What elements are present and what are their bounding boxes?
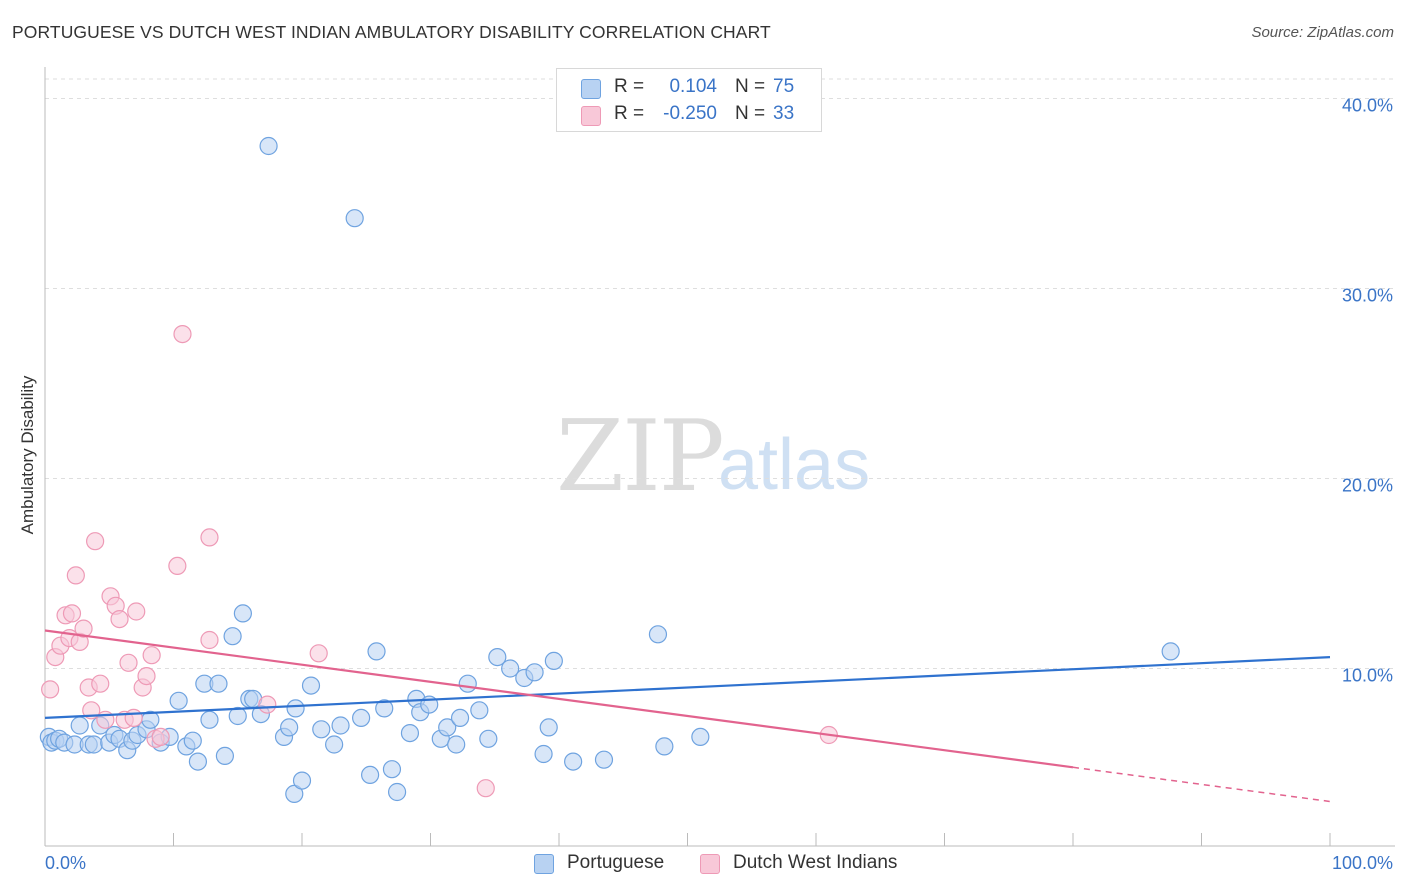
data-point-portuguese — [223, 627, 242, 646]
data-point-portuguese — [286, 699, 305, 718]
data-point-portuguese — [183, 731, 202, 750]
legend-r-value: -0.250 — [663, 103, 717, 124]
legend-swatch-portuguese — [581, 79, 601, 99]
data-point-dutch-west-indians — [41, 680, 60, 699]
data-point-dutch-west-indians — [258, 695, 277, 714]
legend-n-value: 33 — [773, 103, 795, 124]
data-point-portuguese — [292, 771, 312, 790]
data-point-dutch-west-indians — [476, 779, 495, 798]
data-point-portuguese — [594, 750, 614, 769]
data-point-dutch-west-indians — [62, 604, 82, 623]
data-point-portuguese — [564, 752, 583, 771]
data-point-portuguese — [387, 782, 407, 802]
data-point-dutch-west-indians — [200, 630, 219, 650]
data-point-portuguese — [215, 746, 234, 766]
data-point-portuguese — [259, 136, 278, 156]
data-point-portuguese — [648, 625, 668, 644]
bottom-legend-label-portuguese: Portuguese — [567, 852, 665, 873]
data-point-dutch-west-indians — [137, 666, 156, 686]
data-point-dutch-west-indians — [200, 528, 219, 547]
data-point-portuguese — [470, 701, 489, 720]
data-point-portuguese — [501, 659, 520, 678]
data-point-dutch-west-indians — [124, 708, 143, 728]
data-point-portuguese — [345, 209, 364, 228]
data-point-portuguese — [450, 708, 470, 728]
data-point-portuguese — [479, 729, 498, 748]
bottom-legend-label-dutch-west-indians: Dutch West Indians — [733, 852, 898, 873]
data-point-portuguese — [488, 647, 507, 667]
data-point-dutch-west-indians — [173, 325, 192, 344]
x-tick-label-min: 0.0% — [45, 853, 86, 873]
data-point-portuguese — [280, 718, 299, 737]
y-tick-label: 10.0% — [1342, 666, 1393, 686]
stats-legend: R = 0.104 N = 75 R = -0.250 N = 33 — [556, 68, 822, 132]
data-point-dutch-west-indians — [127, 602, 146, 621]
data-point-portuguese — [375, 699, 394, 718]
data-point-portuguese — [331, 716, 350, 735]
data-point-dutch-west-indians — [74, 619, 93, 638]
data-point-dutch-west-indians — [110, 609, 129, 629]
data-point-portuguese — [209, 674, 228, 693]
data-point-portuguese — [312, 720, 331, 739]
data-point-portuguese — [382, 760, 402, 779]
data-point-dutch-west-indians — [151, 727, 170, 747]
chart-source: Source: ZipAtlas.com — [1251, 24, 1394, 41]
data-point-portuguese — [458, 674, 477, 693]
data-point-dutch-west-indians — [91, 674, 110, 693]
x-tick-label-max: 100.0% — [1332, 853, 1393, 873]
data-point-dutch-west-indians — [119, 653, 138, 672]
data-point-portuguese — [228, 706, 247, 726]
data-point-portuguese — [691, 727, 710, 747]
data-point-dutch-west-indians — [309, 644, 328, 663]
data-point-portuguese — [400, 723, 420, 743]
legend-n-label: N = — [735, 76, 766, 97]
chart-title: PORTUGUESE VS DUTCH WEST INDIAN AMBULATO… — [12, 22, 771, 42]
y-tick-label: 40.0% — [1342, 96, 1393, 116]
data-point-dutch-west-indians — [142, 646, 161, 665]
trend-line-portuguese — [44, 656, 1331, 719]
bottom-legend-swatch-portuguese — [534, 854, 554, 874]
legend-r-label: R = — [614, 103, 645, 124]
legend-row-dutch-west-indians: R = -0.250 N = 33 — [557, 100, 821, 128]
legend-row-portuguese: R = 0.104 N = 75 — [557, 73, 821, 101]
legend-swatch-dutch-west-indians — [581, 106, 601, 126]
data-point-portuguese — [200, 710, 219, 729]
legend-r-value: 0.104 — [669, 76, 717, 97]
data-point-portuguese — [233, 604, 252, 623]
trend-line-dutch-west-indians — [44, 629, 1074, 769]
data-point-portuguese — [655, 737, 674, 756]
data-point-portuguese — [352, 708, 371, 728]
data-point-portuguese — [525, 663, 544, 682]
legend-r-label: R = — [614, 76, 645, 97]
y-tick-label: 20.0% — [1342, 476, 1393, 496]
data-point-portuguese — [361, 765, 380, 785]
data-point-portuguese — [539, 718, 558, 737]
data-point-portuguese — [544, 651, 563, 671]
bottom-legend-swatch-dutch-west-indians — [700, 854, 720, 874]
data-point-portuguese — [438, 718, 457, 737]
data-point-portuguese — [301, 676, 321, 695]
data-point-portuguese — [367, 642, 386, 661]
data-point-portuguese — [84, 735, 103, 754]
data-point-dutch-west-indians — [86, 532, 105, 551]
data-point-portuguese — [447, 735, 466, 754]
trend-line-extension-dutch-west-indians — [1072, 766, 1331, 803]
data-point-portuguese — [534, 744, 553, 764]
data-point-portuguese — [70, 716, 89, 735]
y-tick-label: 30.0% — [1342, 286, 1393, 306]
data-point-dutch-west-indians — [66, 566, 85, 585]
watermark-zip: ZIP — [556, 400, 725, 514]
legend-n-value: 75 — [773, 76, 795, 97]
watermark-atlas: atlas — [718, 425, 871, 505]
legend-n-label: N = — [735, 103, 766, 124]
data-point-dutch-west-indians — [168, 556, 187, 576]
data-point-portuguese — [188, 752, 208, 771]
data-point-portuguese — [169, 691, 188, 710]
data-point-portuguese — [325, 735, 344, 754]
data-point-portuguese — [1161, 642, 1180, 661]
